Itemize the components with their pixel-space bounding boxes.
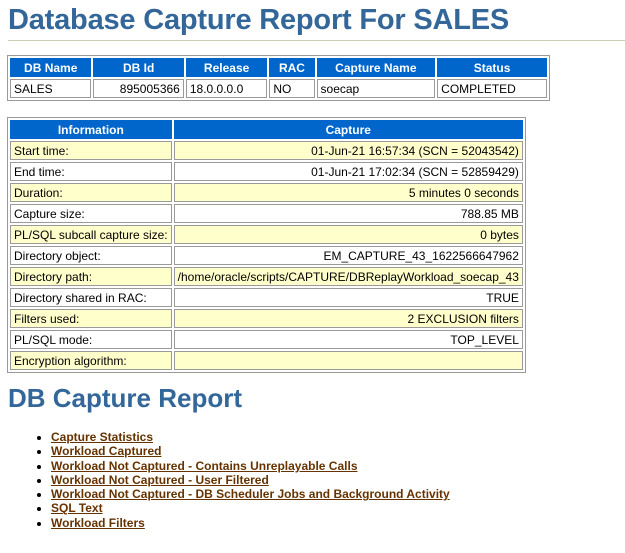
list-item: Workload Not Captured - DB Scheduler Job…: [51, 487, 450, 501]
row-label: Directory object:: [10, 246, 172, 265]
title-divider: [8, 40, 625, 41]
table-row: PL/SQL mode: TOP_LEVEL: [10, 330, 523, 349]
cell-status: COMPLETED: [437, 79, 547, 98]
table-row: Directory path: /home/oracle/scripts/CAP…: [10, 267, 523, 286]
row-value: /home/oracle/scripts/CAPTURE/DBReplayWor…: [173, 267, 523, 286]
row-label: End time:: [10, 162, 172, 181]
cell-db-name: SALES: [10, 79, 92, 98]
header-status: Status: [437, 58, 547, 77]
header-release: Release: [185, 58, 268, 77]
summary-header-row: DB Name DB Id Release RAC Capture Name S…: [10, 58, 547, 77]
info-header-row: Information Capture: [10, 120, 523, 139]
table-row: Start time: 01-Jun-21 16:57:34 (SCN = 52…: [10, 141, 523, 160]
table-row: PL/SQL subcall capture size: 0 bytes: [10, 225, 523, 244]
header-capture-name: Capture Name: [316, 58, 436, 77]
capture-info-table: Information Capture Start time: 01-Jun-2…: [7, 117, 526, 373]
header-capture: Capture: [173, 120, 523, 139]
cell-release: 18.0.0.0.0: [185, 79, 268, 98]
row-value: 5 minutes 0 seconds: [173, 183, 523, 202]
link-workload-captured[interactable]: Workload Captured: [51, 444, 162, 459]
table-row: Encryption algorithm:: [10, 351, 523, 370]
page-title: Database Capture Report For SALES: [8, 4, 509, 36]
row-value: 01-Jun-21 17:02:34 (SCN = 52859429): [173, 162, 523, 181]
summary-data-row: SALES 895005366 18.0.0.0.0 NO soecap COM…: [10, 79, 547, 98]
row-value: 2 EXCLUSION filters: [173, 309, 523, 328]
row-label: Directory shared in RAC:: [10, 288, 172, 307]
header-db-id: DB Id: [93, 58, 184, 77]
row-label: Directory path:: [10, 267, 172, 286]
table-row: Filters used: 2 EXCLUSION filters: [10, 309, 523, 328]
list-item: SQL Text: [51, 501, 450, 515]
header-db-name: DB Name: [10, 58, 92, 77]
link-sql-text[interactable]: SQL Text: [51, 501, 103, 516]
list-item: Workload Not Captured - User Filtered: [51, 473, 450, 487]
table-row: Directory shared in RAC: TRUE: [10, 288, 523, 307]
header-rac: RAC: [269, 58, 315, 77]
list-item: Workload Captured: [51, 444, 450, 458]
row-label: PL/SQL mode:: [10, 330, 172, 349]
report-links-list: Capture Statistics Workload Captured Wor…: [33, 430, 450, 530]
table-row: Capture size: 788.85 MB: [10, 204, 523, 223]
table-row: End time: 01-Jun-21 17:02:34 (SCN = 5285…: [10, 162, 523, 181]
row-value: 788.85 MB: [173, 204, 523, 223]
row-label: Encryption algorithm:: [10, 351, 172, 370]
cell-db-id: 895005366: [93, 79, 184, 98]
cell-capture-name: soecap: [316, 79, 436, 98]
row-label: Filters used:: [10, 309, 172, 328]
link-capture-statistics[interactable]: Capture Statistics: [51, 430, 154, 444]
cell-rac: NO: [269, 79, 315, 98]
row-value: EM_CAPTURE_43_1622566647962: [173, 246, 523, 265]
table-row: Duration: 5 minutes 0 seconds: [10, 183, 523, 202]
link-workload-filters[interactable]: Workload Filters: [51, 515, 145, 530]
header-information: Information: [10, 120, 172, 139]
row-value: 01-Jun-21 16:57:34 (SCN = 52043542): [173, 141, 523, 160]
row-value: TOP_LEVEL: [173, 330, 523, 349]
link-user-filtered[interactable]: Workload Not Captured - User Filtered: [51, 472, 269, 487]
row-value: TRUE: [173, 288, 523, 307]
list-item: Workload Filters: [51, 516, 450, 530]
row-label: Start time:: [10, 141, 172, 160]
list-item: Workload Not Captured - Contains Unrepla…: [51, 459, 450, 473]
link-scheduler-jobs[interactable]: Workload Not Captured - DB Scheduler Job…: [51, 487, 450, 502]
section-title: DB Capture Report: [8, 383, 243, 413]
row-label: Capture size:: [10, 204, 172, 223]
table-row: Directory object: EM_CAPTURE_43_16225666…: [10, 246, 523, 265]
row-label: PL/SQL subcall capture size:: [10, 225, 172, 244]
list-item: Capture Statistics: [51, 430, 450, 444]
row-label: Duration:: [10, 183, 172, 202]
link-unreplayable-calls[interactable]: Workload Not Captured - Contains Unrepla…: [51, 458, 358, 473]
row-value: [173, 351, 523, 370]
row-value: 0 bytes: [173, 225, 523, 244]
summary-table: DB Name DB Id Release RAC Capture Name S…: [7, 55, 550, 101]
